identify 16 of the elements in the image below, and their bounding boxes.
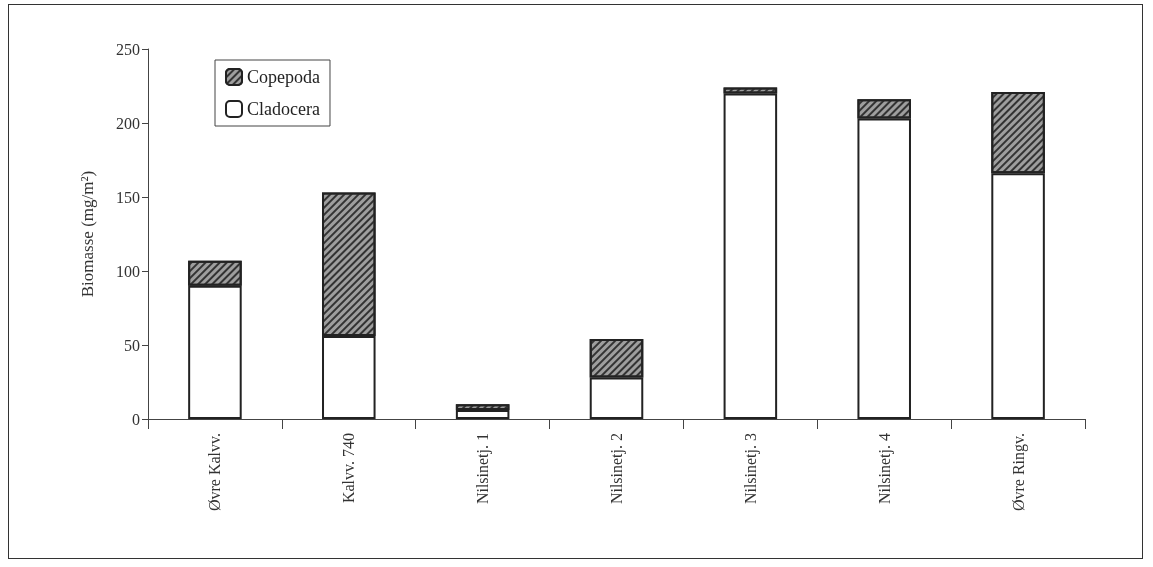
y-axis-title: Biomasse (mg/m²) xyxy=(78,170,97,298)
x-tick-label: Nilsinetj. 4 xyxy=(875,433,894,505)
y-tick-label: 200 xyxy=(116,114,140,132)
y-tick-label: 250 xyxy=(116,40,140,58)
x-tick-label: Nilsinetj. 1 xyxy=(474,433,493,505)
y-tick-label: 50 xyxy=(124,336,140,354)
x-tick-label: Kalvv. 740 xyxy=(340,433,358,504)
x-tick-label: Øvre Ringv. xyxy=(1009,433,1028,512)
x-tick-label: Nilsinetj. 3 xyxy=(741,433,760,505)
y-tick-label: 0 xyxy=(132,410,140,428)
legend-label: Copepoda xyxy=(247,67,320,87)
x-tick-label: Øvre Kalvv. xyxy=(206,433,224,512)
y-tick-label: 100 xyxy=(116,262,140,280)
y-tick-label: 150 xyxy=(116,188,140,206)
x-tick-label: Nilsinetj. 2 xyxy=(608,433,626,505)
legend-label: Cladocera xyxy=(247,99,320,119)
